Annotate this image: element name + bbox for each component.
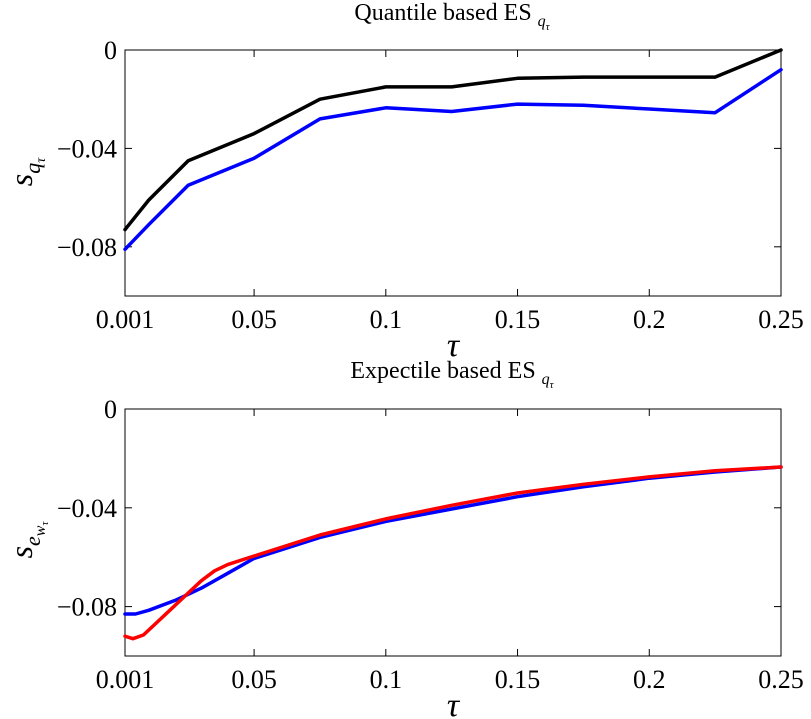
title-subscript-sub: τ bbox=[546, 21, 551, 33]
quantile-y-tick-label: −0.04 bbox=[57, 134, 117, 163]
quantile-chart-panel: Quantile based ES qτ 0.001 0.05 0.1 0.15 0.2… bbox=[3, 0, 804, 364]
quantile-y-tick-label: −0.08 bbox=[57, 233, 117, 262]
quantile-x-tick-label: 0.1 bbox=[370, 305, 403, 334]
quantile-y-tick-label: 0 bbox=[104, 36, 117, 65]
expectile-series-line-1 bbox=[123, 465, 783, 616]
quantile-x-tick-label: 0.15 bbox=[495, 305, 541, 334]
expectile-x-tick-label: 0.15 bbox=[495, 665, 541, 694]
expectile-y-tick-label: 0 bbox=[104, 395, 117, 424]
quantile-x-axis-label: τ bbox=[447, 327, 461, 364]
expectile-y-axis-label: sewτ bbox=[3, 521, 51, 559]
expectile-chart-title: Expectile based ES qτ bbox=[350, 358, 554, 391]
expectile-x-tick-label: 0.25 bbox=[758, 665, 804, 694]
expectile-x-axis-label: τ bbox=[447, 687, 461, 719]
title-subscript: q bbox=[542, 371, 550, 388]
expectile-x-tick-label: 0.2 bbox=[633, 665, 666, 694]
title-subscript: q bbox=[538, 13, 546, 30]
quantile-x-tick-label: 0.2 bbox=[633, 305, 666, 334]
expectile-chart-panel: Expectile based ES qτ 0.001 0.05 0.1 0.15 0.… bbox=[3, 358, 804, 719]
quantile-x-tick-label: 0.001 bbox=[96, 305, 155, 334]
expectile-x-tick-label: 0.05 bbox=[231, 665, 277, 694]
quantile-plot-frame bbox=[124, 49, 782, 297]
quantile-series-line-2 bbox=[123, 67, 783, 252]
quantile-x-tick-label: 0.25 bbox=[758, 305, 804, 334]
expectile-y-tick-label: −0.04 bbox=[57, 494, 117, 523]
quantile-chart-title: Quantile based ES qτ bbox=[354, 0, 550, 33]
quantile-series-line-1 bbox=[123, 48, 783, 232]
expectile-plot-frame bbox=[124, 408, 782, 657]
expectile-series-line-2 bbox=[123, 465, 783, 641]
expectile-x-tick-label: 0.1 bbox=[370, 665, 403, 694]
title-subscript-sub: τ bbox=[550, 379, 555, 391]
quantile-x-tick-label: 0.05 bbox=[231, 305, 277, 334]
expectile-x-tick-label: 0.001 bbox=[96, 665, 155, 694]
expectile-y-tick-label: −0.08 bbox=[57, 593, 117, 622]
quantile-y-axis-label: sqτ bbox=[3, 157, 49, 186]
